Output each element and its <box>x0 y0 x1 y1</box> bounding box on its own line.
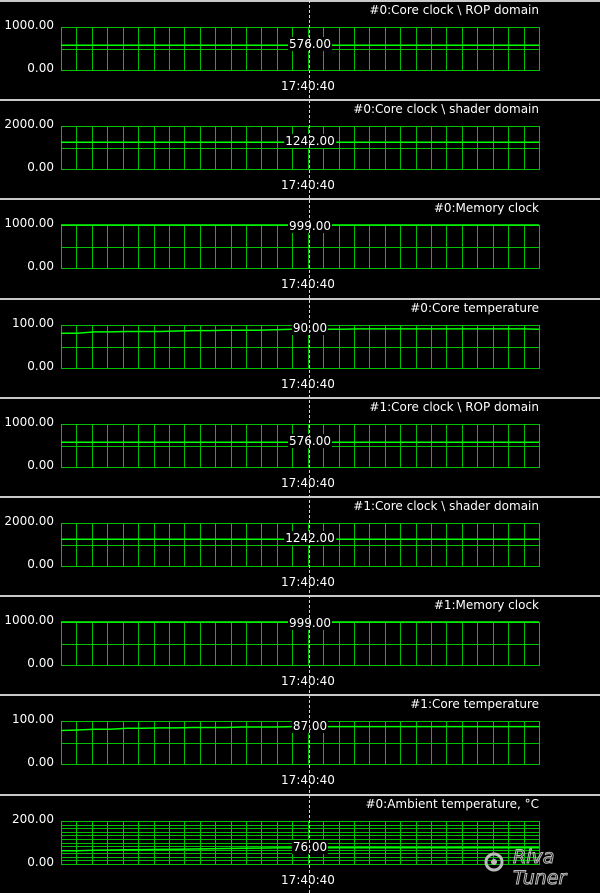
y-axis-max-label: 1000.00 <box>4 415 54 429</box>
graph-plot-area <box>61 621 540 666</box>
y-axis-max-label: 100.00 <box>12 316 54 330</box>
cursor-value-label: 576.00 <box>288 434 332 449</box>
graph-title: #1:Memory clock <box>433 598 539 612</box>
y-axis-min-label: 0.00 <box>27 61 54 75</box>
graph-plot-area <box>61 126 540 170</box>
y-axis-max-label: 1000.00 <box>4 18 54 32</box>
y-axis-min-label: 0.00 <box>27 458 54 472</box>
time-cursor[interactable] <box>309 0 310 893</box>
graph-plot-area <box>61 325 540 369</box>
graph-panel[interactable]: #1:Core clock \ ROP domain 1000.00 0.00 576… <box>0 397 600 496</box>
timestamp-label: 17:40:40 <box>281 873 335 887</box>
cursor-value-label: 1242.00 <box>284 531 336 546</box>
timestamp-label: 17:40:40 <box>281 277 335 291</box>
y-axis-max-label: 100.00 <box>12 712 54 726</box>
y-axis-min-label: 0.00 <box>27 160 54 174</box>
graph-title: #0:Ambient temperature, °C <box>365 797 539 811</box>
cursor-value-label: 76.00 <box>291 839 329 854</box>
graph-title: #1:Core clock \ shader domain <box>353 499 539 513</box>
y-axis-max-label: 1000.00 <box>4 613 54 627</box>
timestamp-label: 17:40:40 <box>281 773 335 787</box>
graph-title: #1:Core clock \ ROP domain <box>369 400 539 414</box>
graph-plot-area <box>61 27 540 71</box>
cursor-value-label: 1242.00 <box>284 134 336 149</box>
y-axis-min-label: 0.00 <box>27 855 54 869</box>
graph-title: #0:Core temperature <box>410 301 539 315</box>
timestamp-label: 17:40:40 <box>281 476 335 490</box>
timestamp-label: 17:40:40 <box>281 674 335 688</box>
logo-text-tuner: Tuner <box>513 867 567 889</box>
graph-title: #0:Core clock \ shader domain <box>353 102 539 116</box>
cursor-value-label: 87.00 <box>291 718 329 733</box>
y-axis-max-label: 1000.00 <box>4 216 54 230</box>
cursor-value-label: 576.00 <box>288 37 332 52</box>
cursor-value-label: 90.00 <box>291 321 329 336</box>
cursor-value-label: 999.00 <box>288 219 332 233</box>
graph-panel[interactable]: #0:Core clock \ ROP domain 1000.00 0.00 576… <box>0 0 600 99</box>
y-axis-min-label: 0.00 <box>27 359 54 373</box>
rivatuner-logo: Riva Tuner <box>484 846 568 890</box>
timestamp-label: 17:40:40 <box>281 79 335 93</box>
graph-plot-area <box>61 821 540 865</box>
graph-title: #0:Memory clock <box>433 201 539 215</box>
graph-title: #1:Core temperature <box>410 697 539 711</box>
y-axis-min-label: 0.00 <box>27 557 54 571</box>
y-axis-max-label: 2000.00 <box>4 514 54 528</box>
gear-icon <box>484 852 504 872</box>
graph-panel[interactable]: #1:Core temperature 100.00 0.00 87.00 17:40:… <box>0 694 600 793</box>
graph-panel[interactable]: #0:Core temperature 100.00 0.00 90.00 17:40:… <box>0 298 600 397</box>
y-axis-max-label: 200.00 <box>12 812 54 826</box>
timestamp-label: 17:40:40 <box>281 178 335 192</box>
y-axis-min-label: 0.00 <box>27 259 54 273</box>
y-axis-min-label: 0.00 <box>27 755 54 769</box>
timestamp-label: 17:40:40 <box>281 377 335 391</box>
y-axis-min-label: 0.00 <box>27 656 54 670</box>
graph-panel[interactable]: #0:Memory clock 1000.00 0.00 999.00 17:40:40 <box>0 198 600 297</box>
graph-panel[interactable]: #1:Core clock \ shader domain 2000.00 0.00… <box>0 496 600 595</box>
graph-panel[interactable]: #0:Ambient temperature, °C 200.00 0.00 76.0… <box>0 794 600 893</box>
logo-text-riva: Riva <box>513 846 554 868</box>
graph-panel[interactable]: #0:Core clock \ shader domain 2000.00 0.00… <box>0 99 600 198</box>
graph-panel[interactable]: #1:Memory clock 1000.00 0.00 999.00 17:40:40 <box>0 595 600 694</box>
graph-title: #0:Core clock \ ROP domain <box>369 3 539 17</box>
timestamp-label: 17:40:40 <box>281 575 335 589</box>
cursor-value-label: 999.00 <box>288 616 332 630</box>
y-axis-max-label: 2000.00 <box>4 117 54 131</box>
